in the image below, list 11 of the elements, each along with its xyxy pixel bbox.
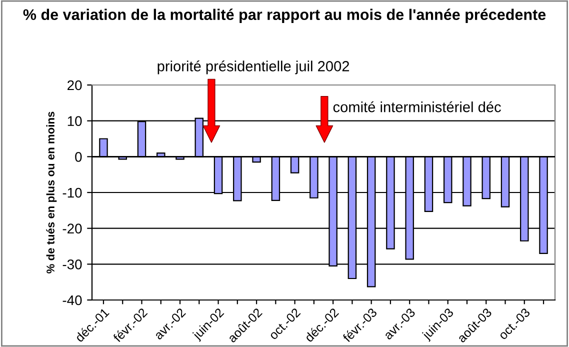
y-tick-label: -20: [62, 224, 82, 234]
y-axis-title: % de tués en plus ou en moins: [46, 112, 57, 274]
y-tick-label: -10: [62, 188, 82, 198]
y-tick-label: -40: [62, 295, 82, 306]
y-tick-label: 0: [75, 152, 82, 162]
y-tick-label: 10: [68, 116, 82, 126]
y-tick-label: -30: [62, 260, 82, 270]
annotation: comité interministériel déc: [333, 101, 501, 112]
y-tick-label: 20: [68, 80, 82, 90]
chart-title: % de variation de la mortalité par rapport au mois de l'année précedente: [23, 8, 546, 24]
text: priorité présidentielle juil 2002: [158, 60, 350, 74]
